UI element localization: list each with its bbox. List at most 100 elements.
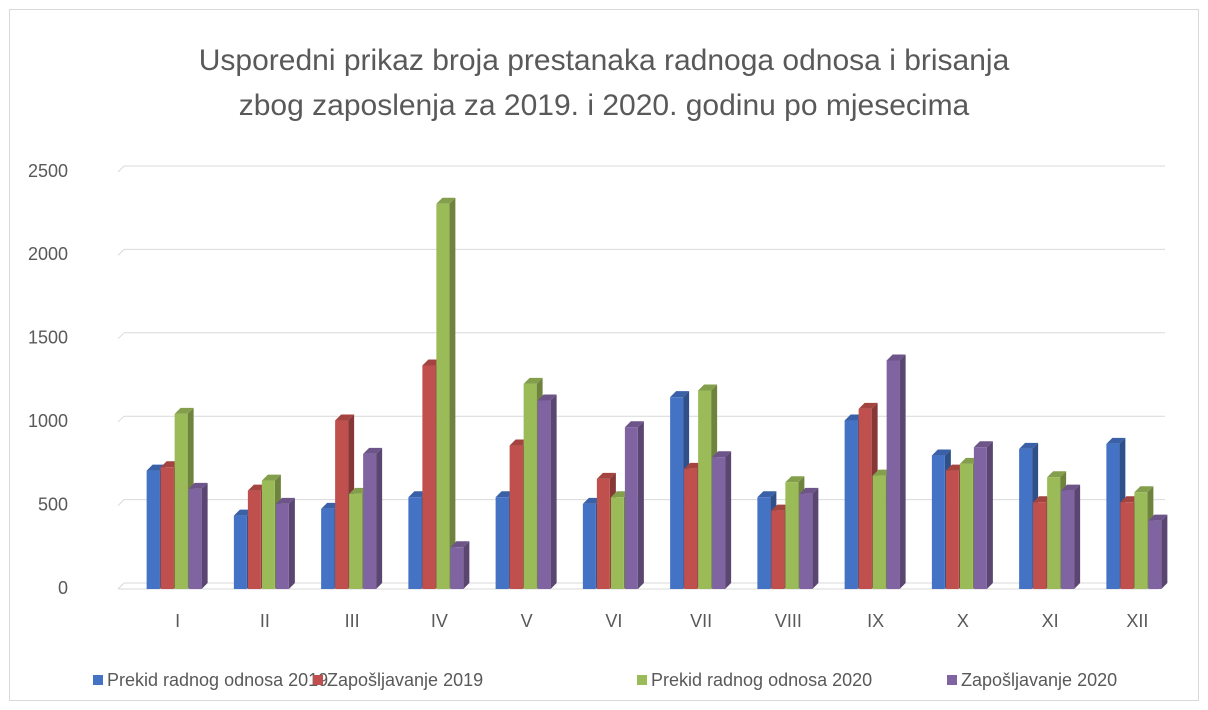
bar-top: [363, 447, 383, 454]
bar: [436, 203, 450, 589]
bar-top: [1061, 484, 1081, 491]
x-tick-label: IV: [431, 611, 448, 631]
y-tick-label: 500: [38, 494, 68, 514]
bar-top: [1134, 486, 1154, 493]
x-tick-label: XI: [1042, 611, 1059, 631]
bar-top: [335, 414, 355, 421]
bar-top: [712, 451, 732, 458]
bar-side: [201, 482, 208, 589]
bar: [610, 497, 624, 589]
bar-top: [188, 482, 208, 489]
chart-title: Usporedni prikaz broja prestanaka radnog…: [199, 44, 1010, 77]
legend-swatch: [947, 675, 957, 685]
bar: [363, 453, 377, 589]
bar-top: [523, 377, 543, 384]
bar: [712, 457, 726, 589]
y-tick-label: 2000: [28, 244, 68, 264]
bar-top: [450, 541, 470, 548]
x-tick-label: VI: [605, 611, 622, 631]
bar-side: [899, 354, 906, 589]
bar: [931, 455, 945, 589]
bar: [188, 488, 202, 589]
bar-side: [1161, 514, 1168, 589]
bar-side: [637, 421, 644, 589]
bar-top: [757, 491, 777, 498]
bar: [523, 383, 537, 589]
bar: [945, 470, 959, 589]
bar: [261, 480, 275, 589]
bar-side: [1074, 484, 1081, 589]
x-tick-label: X: [957, 611, 969, 631]
bar: [858, 408, 872, 589]
bar-top: [858, 402, 878, 409]
legend-swatch: [313, 675, 323, 685]
bar: [537, 400, 551, 589]
bar-top: [785, 476, 805, 483]
bar: [670, 397, 684, 589]
bar: [1120, 502, 1134, 589]
bar: [872, 475, 886, 589]
bar-top: [886, 354, 906, 361]
bar: [799, 493, 813, 589]
bar: [174, 413, 188, 589]
bar: [422, 365, 436, 589]
bar: [757, 497, 771, 589]
bar: [408, 497, 422, 589]
bar: [349, 493, 363, 589]
bar-top: [436, 197, 456, 204]
y-tick-label: 1000: [28, 411, 68, 431]
legend-label: Prekid radnog odnosa 2019: [107, 670, 328, 690]
bar: [886, 360, 900, 589]
y-tick-label: 2500: [28, 161, 68, 181]
bar-top: [973, 441, 993, 448]
bar: [596, 478, 610, 589]
legend-label: Zapošljavanje 2019: [327, 670, 483, 690]
bar-side: [725, 451, 732, 589]
bar-top: [1019, 442, 1039, 449]
bar-top: [670, 391, 690, 398]
bar: [1033, 502, 1047, 589]
x-tick-label: V: [521, 611, 533, 631]
bar: [1061, 490, 1075, 589]
bar: [959, 463, 973, 589]
bar-top: [1106, 437, 1126, 444]
bar: [509, 445, 523, 589]
bar: [275, 503, 289, 589]
bar-top: [698, 384, 718, 391]
y-tick-label: 1500: [28, 328, 68, 348]
x-tick-label: VII: [690, 611, 712, 631]
bar: [495, 497, 509, 589]
x-tick-label: III: [345, 611, 360, 631]
bar-top: [931, 449, 951, 456]
bar-top: [261, 474, 281, 481]
bar: [450, 547, 464, 589]
legend-swatch: [637, 675, 647, 685]
bar: [247, 490, 261, 589]
bar: [1019, 448, 1033, 589]
grid-line: [117, 249, 125, 256]
bar-side: [376, 447, 383, 589]
x-tick-label: VIII: [775, 611, 802, 631]
x-tick-label: XII: [1126, 611, 1148, 631]
bar-top: [275, 497, 295, 504]
bar: [771, 510, 785, 589]
bar: [1148, 520, 1162, 589]
bar: [1047, 477, 1061, 589]
bar: [582, 503, 596, 589]
y-tick-label: 0: [58, 578, 68, 598]
bar: [335, 420, 349, 589]
bar-side: [986, 441, 993, 589]
bar-side: [812, 487, 819, 589]
bar: [146, 470, 160, 589]
bar: [321, 508, 335, 589]
bar-top: [624, 421, 644, 428]
x-tick-label: IX: [867, 611, 884, 631]
bar-top: [537, 394, 557, 401]
x-tick-label: II: [260, 611, 270, 631]
bar-top: [596, 472, 616, 479]
grid-line: [117, 582, 125, 590]
legend-swatch: [93, 675, 103, 685]
grid-line: [117, 415, 125, 423]
bar-side: [550, 394, 557, 589]
